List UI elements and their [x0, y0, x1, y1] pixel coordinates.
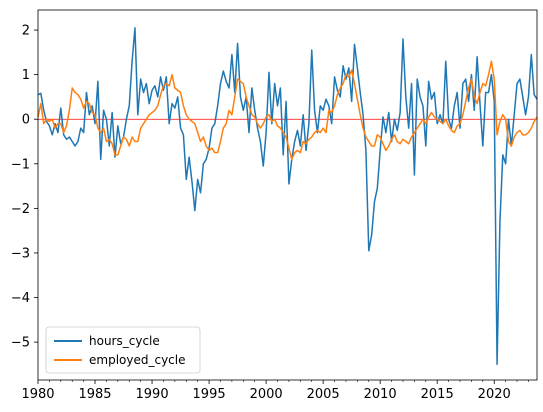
- plot-background: [38, 10, 537, 380]
- y-tick-label: −4: [11, 291, 30, 306]
- y-tick-label: 1: [22, 68, 30, 83]
- x-tick-label: 1995: [193, 387, 226, 402]
- legend-box: [45, 326, 201, 374]
- legend: hours_cycle employed_cycle: [45, 326, 201, 374]
- x-tick-label: 1980: [21, 387, 54, 402]
- x-axis: 1980 1985 1990 1995 2000 2005 2010 2015 2020: [21, 380, 529, 402]
- y-tick-label: 2: [22, 24, 30, 39]
- y-tick-label: 0: [22, 113, 30, 128]
- legend-label-hours-cycle: hours_cycle: [89, 334, 160, 348]
- plot-frame: [37, 9, 538, 381]
- x-tick-label: 2015: [421, 387, 454, 402]
- x-tick-label: 1985: [78, 387, 111, 402]
- y-tick-label: −3: [11, 246, 30, 261]
- x-tick-label: 1990: [136, 387, 169, 402]
- series-layer: [37, 27, 538, 366]
- x-tick-label: 2005: [307, 387, 340, 402]
- y-axis: −5 −4 −3 −2 −1 0 1 2: [11, 24, 38, 351]
- legend-label-employed-cycle: employed_cycle: [89, 353, 185, 367]
- y-tick-label: −2: [11, 202, 30, 217]
- y-tick-label: −5: [11, 336, 30, 351]
- x-tick-label: 2010: [364, 387, 397, 402]
- series-line-employed-cycle: [37, 60, 538, 161]
- x-tick-label: 2020: [478, 387, 511, 402]
- x-tick-label: 2000: [250, 387, 283, 402]
- y-tick-label: −1: [11, 157, 30, 172]
